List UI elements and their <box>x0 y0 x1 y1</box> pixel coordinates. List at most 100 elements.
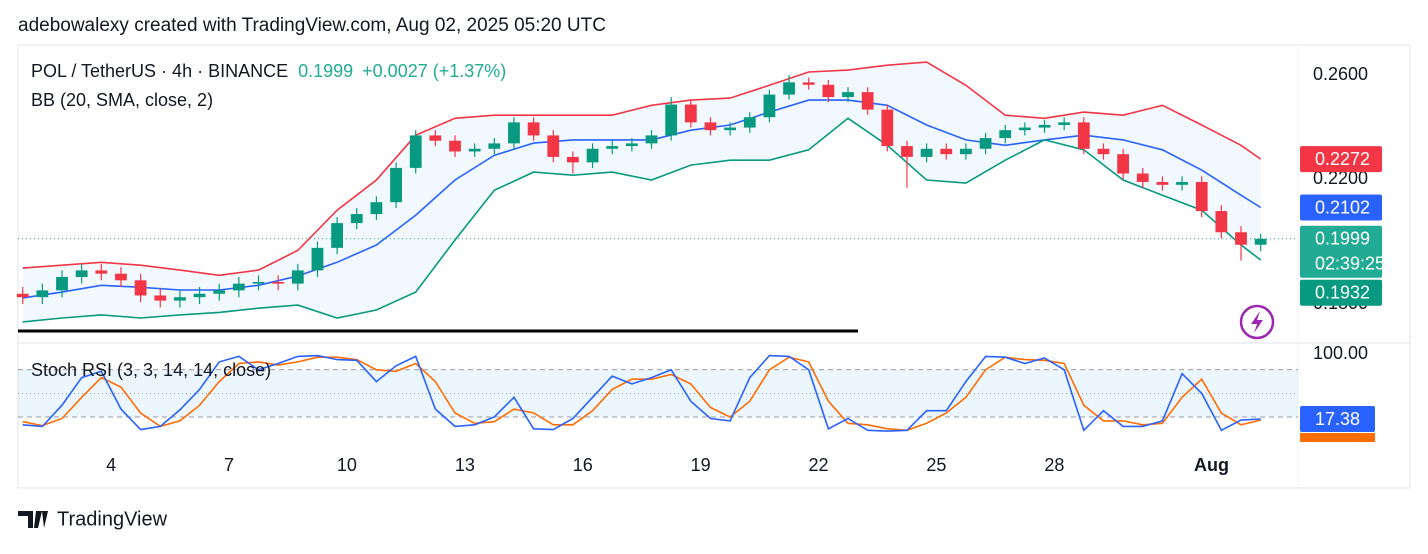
candle-body <box>743 117 756 128</box>
candle-body <box>940 148 953 155</box>
brand-name: TradingView <box>57 508 168 530</box>
candle-body <box>429 135 442 141</box>
axis-label-box-hidden <box>1300 433 1375 442</box>
brand: TradingView <box>18 508 168 530</box>
axis-label-box <box>1300 146 1382 173</box>
candle-body <box>488 143 501 149</box>
candle-body <box>842 92 854 98</box>
candle-body <box>311 247 324 271</box>
x-tick-label: 19 <box>691 455 711 475</box>
candle-body <box>1156 181 1169 185</box>
x-tick-label: 16 <box>573 455 593 475</box>
candle-body <box>213 290 226 294</box>
candle-body <box>1176 181 1188 185</box>
candle-body <box>724 127 737 131</box>
candle-body <box>606 146 619 149</box>
candle-body <box>665 104 678 136</box>
candle-body <box>291 270 304 284</box>
candle-body <box>409 135 422 168</box>
x-tick-label: 4 <box>106 455 116 475</box>
candle-body <box>1038 124 1051 128</box>
band-fill <box>22 62 1261 322</box>
candle-body <box>881 109 894 147</box>
candle-body <box>861 92 874 110</box>
indicator-label: BB (20, SMA, close, 2) <box>31 90 213 110</box>
candle-body <box>1018 127 1031 131</box>
axis-label: 0.1932 <box>1315 283 1370 303</box>
candle-body <box>115 273 127 281</box>
candle-body <box>193 293 206 298</box>
candle-body <box>783 82 795 95</box>
candle-body <box>1117 154 1130 174</box>
axis-label-box <box>1300 406 1375 433</box>
candle-body <box>252 281 265 284</box>
axis-label: 0.2102 <box>1315 197 1370 217</box>
axis-label: 0.2272 <box>1315 149 1370 169</box>
price-change: +0.0027 (+1.37%) <box>362 61 506 81</box>
candle-body <box>704 122 717 131</box>
x-tick-label: 7 <box>224 455 234 475</box>
candle-body <box>272 281 285 284</box>
candle-body <box>1254 238 1267 245</box>
candle-body <box>1215 211 1228 233</box>
candle-body <box>350 214 363 224</box>
candle-body <box>1077 122 1090 149</box>
candle-body <box>1235 232 1247 245</box>
candle-body <box>390 167 402 203</box>
candle-body <box>16 293 29 298</box>
indicator-label: Stoch RSI (3, 3, 14, 14, close) <box>31 360 271 380</box>
candle-body <box>567 156 579 163</box>
axis-label-box <box>1300 194 1382 221</box>
y-tick-label: 100.00 <box>1313 343 1368 363</box>
candle-body <box>331 223 344 248</box>
x-tick-label: 25 <box>926 455 946 475</box>
candle-body <box>449 140 461 152</box>
axis-label: 17.38 <box>1315 409 1360 429</box>
candle-body <box>920 148 933 157</box>
candle-body <box>232 283 245 291</box>
candle-body <box>979 138 992 149</box>
alert-icon <box>1239 304 1275 340</box>
candle-body <box>36 290 49 298</box>
candle-body <box>802 82 815 85</box>
axis-label-box <box>1300 279 1382 306</box>
candle-body <box>999 130 1012 139</box>
candle-body <box>75 270 88 277</box>
candle-body <box>822 84 835 98</box>
x-tick-label: 22 <box>809 455 829 475</box>
stoch-line <box>22 354 1261 432</box>
candle-body <box>468 148 481 152</box>
axis-label-box <box>1300 225 1382 278</box>
x-tick-label: Aug <box>1194 455 1229 475</box>
stoch-line <box>22 356 1261 432</box>
symbol-title: POL / TetherUS · 4h · BINANCE <box>31 61 288 81</box>
candle-body <box>960 148 972 155</box>
candle-body <box>370 202 383 215</box>
band-line <box>22 117 1262 323</box>
candle-body <box>1058 122 1071 125</box>
candle-body <box>527 122 540 136</box>
candle-body <box>134 280 147 296</box>
plot-layer: 4710131619222528Aug0.26000.22000.1800100… <box>16 61 1385 475</box>
last-price: 0.1999 <box>298 61 353 81</box>
candle-body <box>1136 173 1149 182</box>
candle-body <box>508 122 520 144</box>
candle-body <box>154 295 167 301</box>
candle-body <box>1195 181 1208 212</box>
candle-body <box>95 270 108 274</box>
band-line <box>22 61 1262 277</box>
candle-body <box>901 146 913 157</box>
candle-body <box>645 135 658 144</box>
x-tick-label: 10 <box>337 455 357 475</box>
candle-body <box>1097 148 1110 155</box>
y-tick-label: 0.2200 <box>1313 168 1368 188</box>
x-tick-label: 28 <box>1044 455 1064 475</box>
y-tick-label: 0.2600 <box>1313 64 1368 84</box>
frame <box>17 44 1411 489</box>
candle-body <box>586 148 599 163</box>
candle-body <box>763 94 776 118</box>
axis-label: 0.1999 <box>1315 229 1370 249</box>
candle-body <box>625 143 638 147</box>
